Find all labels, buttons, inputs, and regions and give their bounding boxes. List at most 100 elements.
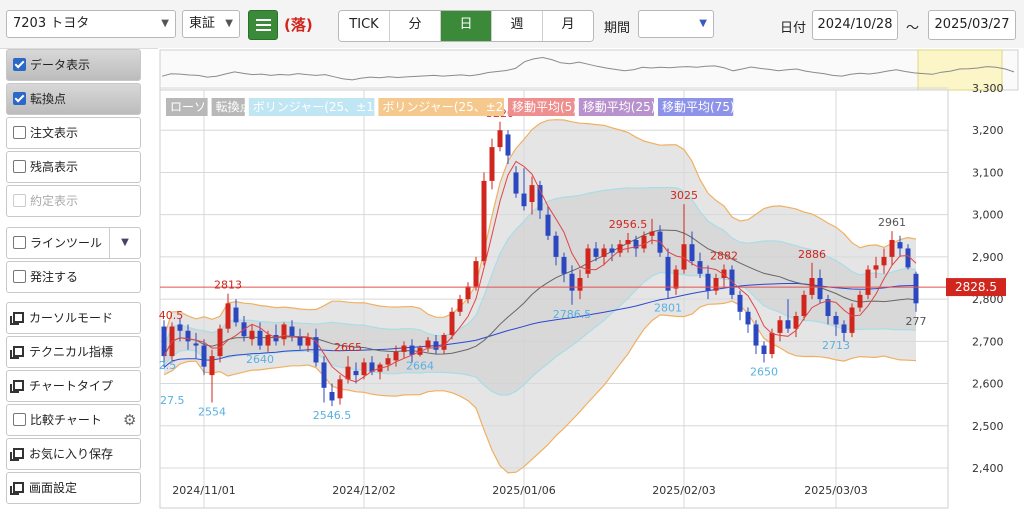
candle-body xyxy=(369,362,375,372)
tab-week[interactable]: 週 xyxy=(492,11,543,41)
candle-body xyxy=(537,185,543,211)
tab-minute[interactable]: 分 xyxy=(390,11,441,41)
candle xyxy=(625,233,631,253)
chevron-down-icon: ▼ xyxy=(225,18,233,29)
candle-body xyxy=(161,326,167,357)
legend-item: ローソク xyxy=(166,98,218,116)
tab-day[interactable]: 日 xyxy=(441,11,492,41)
turning-point-toggle[interactable]: 転換点 xyxy=(6,83,141,115)
compare-chart-toggle[interactable]: 比較チャート ⚙ xyxy=(6,404,141,436)
candle-body xyxy=(769,332,775,354)
candle xyxy=(673,265,679,295)
candle-body xyxy=(409,345,415,355)
candle-body xyxy=(793,316,799,329)
candle-body xyxy=(513,172,519,194)
candle xyxy=(249,324,255,346)
candle-body xyxy=(201,345,207,367)
symbol-select[interactable]: 7203 トヨタ ▼ xyxy=(6,10,176,38)
tab-month[interactable]: 月 xyxy=(543,11,593,41)
candle-body xyxy=(185,330,191,342)
balance-display-toggle[interactable]: 残高表示 xyxy=(6,151,141,183)
overview-window[interactable] xyxy=(917,49,1003,91)
candle xyxy=(329,383,335,407)
legend-item: ボリンジャー(25、±2σ) xyxy=(378,98,516,116)
candle xyxy=(609,244,615,262)
checkbox-icon xyxy=(13,126,26,139)
candle-body xyxy=(641,235,647,249)
gear-icon[interactable]: ⚙ xyxy=(123,411,137,429)
candle-body xyxy=(889,240,895,257)
candle-body xyxy=(265,335,271,346)
candle-body xyxy=(729,269,735,295)
candle xyxy=(449,307,455,340)
turning-point-label: 転換点 xyxy=(30,92,67,106)
market-select[interactable]: 東証 ▼ xyxy=(182,10,240,38)
candle-body xyxy=(297,336,303,346)
candle xyxy=(401,341,407,359)
save-favorite-button[interactable]: お気に入り保存 xyxy=(6,438,141,470)
checkbox-icon xyxy=(13,92,26,105)
candle xyxy=(601,244,607,266)
candle xyxy=(369,356,375,376)
place-order-toggle[interactable]: 発注する xyxy=(6,261,141,293)
price-chart[interactable]: 2740.562.52554281326402546.5266526643220… xyxy=(158,48,1024,520)
market-label: 東証 xyxy=(189,16,216,31)
candle-body xyxy=(665,256,671,291)
candle-body xyxy=(473,261,479,287)
candle xyxy=(361,358,367,380)
candle-body xyxy=(457,299,463,312)
candle-body xyxy=(617,244,623,253)
date-to-input[interactable]: 2025/03/27 xyxy=(928,10,1016,40)
chevron-down-icon[interactable]: ▼ xyxy=(109,228,140,258)
line-tool-toggle[interactable]: ラインツール ▼ xyxy=(6,227,141,259)
candle-body xyxy=(913,273,919,304)
cursor-mode-button[interactable]: カーソルモード xyxy=(6,302,141,334)
candle xyxy=(497,121,503,152)
price-badge-background xyxy=(946,278,1006,297)
candle-body xyxy=(737,294,743,312)
candle xyxy=(873,256,879,278)
candle xyxy=(785,299,791,333)
candle-body xyxy=(881,256,887,266)
save-favorite-label: お気に入り保存 xyxy=(29,447,114,461)
turning-point-label: 2886 xyxy=(798,248,826,261)
candle xyxy=(561,252,567,283)
candle xyxy=(793,311,799,338)
technical-indicator-button[interactable]: テクニカル指標 xyxy=(6,336,141,368)
tab-tick[interactable]: TICK xyxy=(339,11,390,41)
candle xyxy=(745,307,751,333)
candle-body xyxy=(521,193,527,207)
candle-body xyxy=(353,370,359,376)
candle xyxy=(689,231,695,266)
order-display-toggle[interactable]: 注文表示 xyxy=(6,117,141,149)
candle xyxy=(665,248,671,299)
legend-label: 移動平均(25) xyxy=(583,100,656,114)
candle xyxy=(217,324,223,363)
turning-point-label: 2882 xyxy=(710,249,738,262)
cursor-mode-label: カーソルモード xyxy=(29,311,114,325)
candle xyxy=(257,322,263,350)
candle-body xyxy=(329,392,335,401)
turning-point-label: 2546.5 xyxy=(313,409,352,422)
lower-left-label: 27.5 xyxy=(160,394,185,407)
legend-swatch xyxy=(248,98,375,116)
x-tick-label: 2024/12/02 xyxy=(332,484,395,497)
period-select[interactable]: ▼ xyxy=(638,10,714,38)
moving-average-75 xyxy=(163,282,917,368)
candle-body xyxy=(281,324,287,340)
overview-strip[interactable] xyxy=(159,49,1019,91)
chart-type-button[interactable]: チャートタイプ xyxy=(6,370,141,402)
legend-label: 転換点 xyxy=(216,100,252,114)
place-order-label: 発注する xyxy=(30,270,79,284)
list-icon-button[interactable] xyxy=(248,10,278,40)
data-display-toggle[interactable]: データ表示 xyxy=(6,49,141,81)
y-tick-label: 2,600 xyxy=(972,378,1004,391)
screen-settings-button[interactable]: 画面設定 xyxy=(6,472,141,504)
candle xyxy=(233,299,239,327)
candle xyxy=(409,339,415,363)
candle xyxy=(209,349,215,403)
candle-body xyxy=(569,273,575,291)
date-from-input[interactable]: 2024/10/28 xyxy=(812,10,898,40)
candle-body xyxy=(305,337,311,346)
candle xyxy=(537,180,543,219)
